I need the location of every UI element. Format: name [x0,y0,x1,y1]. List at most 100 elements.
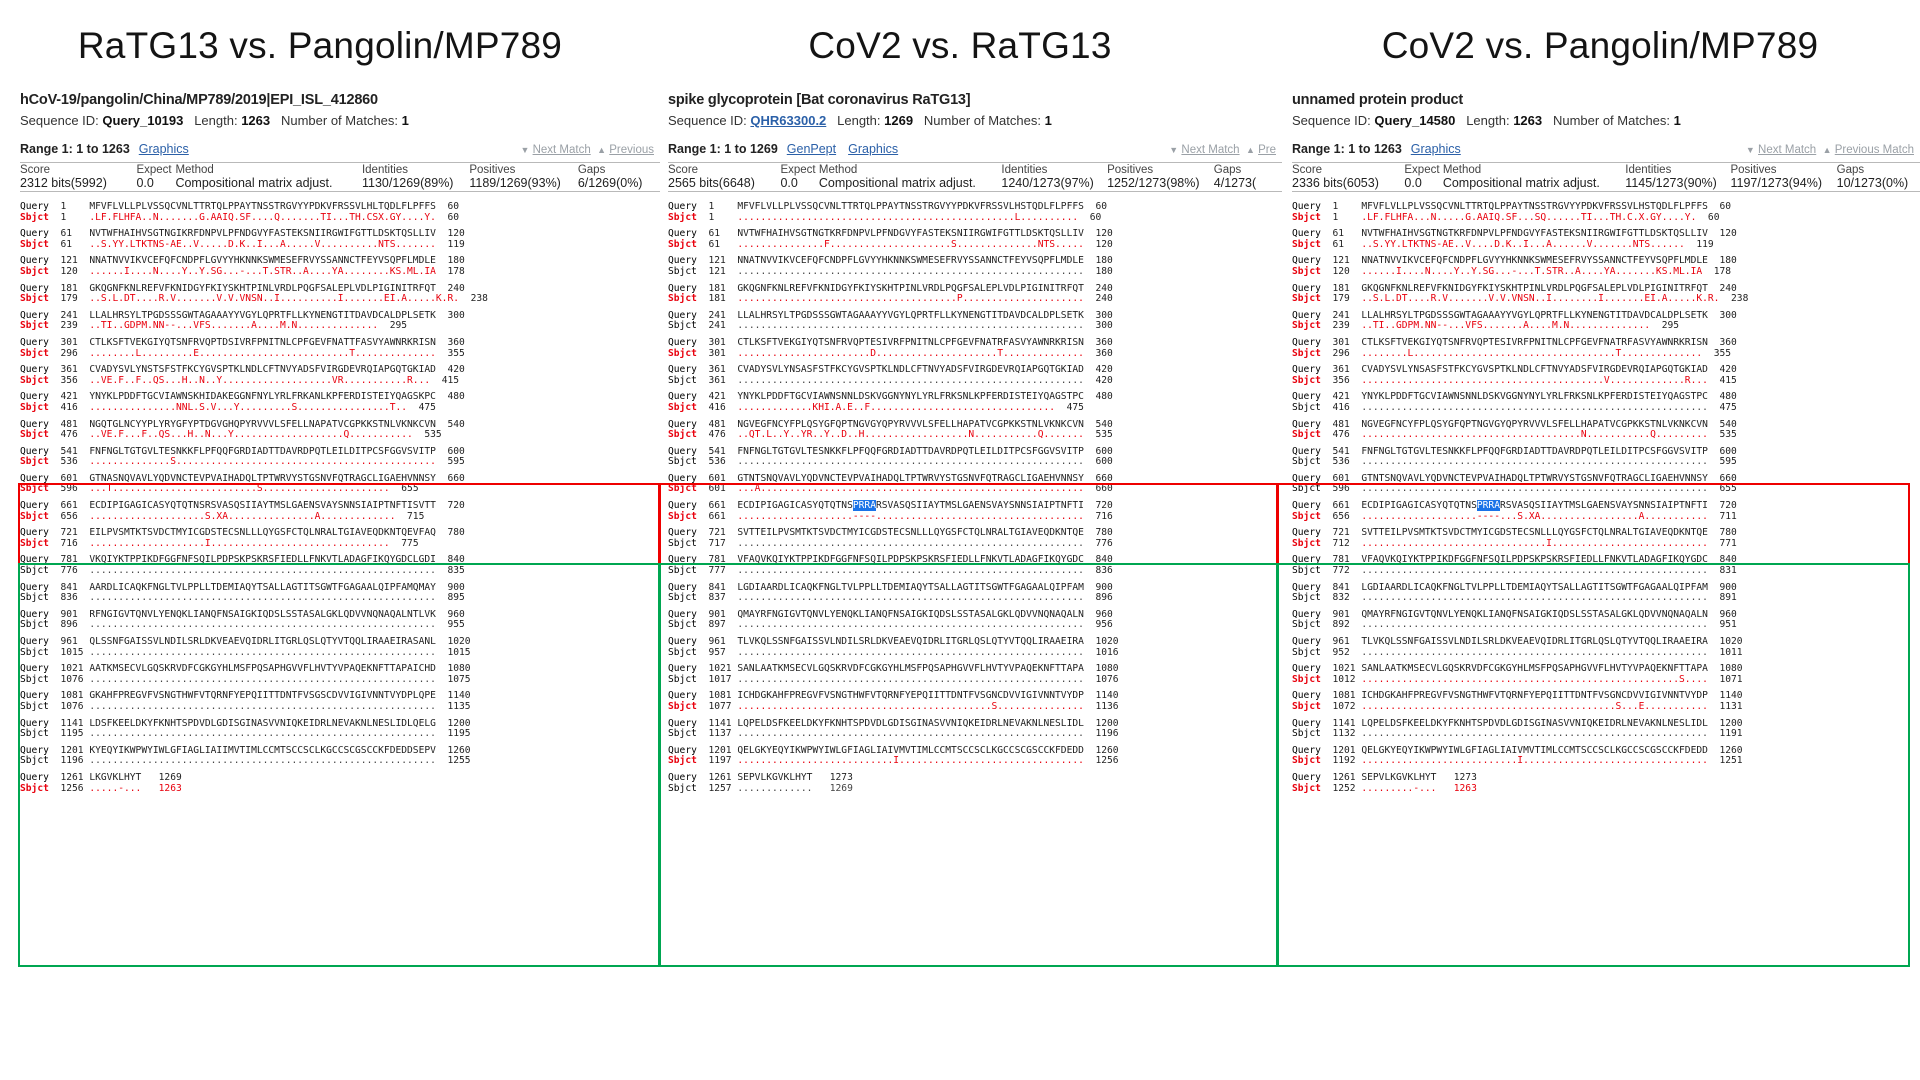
subject-line: Sbjct 1195 .............................… [20,728,660,740]
alignment-row: Query 121 NNATNVVIKVCEFQFCNDPFLGVYYHKNNK… [668,256,1282,277]
subject-line: Sbjct 1192 ...........................I.… [1292,756,1920,767]
subject-label: Sbjct [20,238,49,250]
query-end: 360 [1095,336,1113,348]
subject-end: 600 [1095,456,1113,468]
query-line: Query 481 NGQTGLNCYYPLYRYGFYPTDGVGHQPYRV… [20,419,660,431]
graphics-link[interactable]: Graphics [848,142,899,156]
subject-start: 892 [1332,619,1362,631]
query-start: 541 [1332,445,1362,457]
stats-value-method: Compositional matrix adjust. [1442,176,1626,192]
query-sequence: QMAYRFNGIGVTQNVLYENQKLIANQFNSAIGKIQDSLSS… [737,608,1084,620]
subject-start: 1192 [1332,755,1362,767]
subject-start: 1076 [60,700,90,712]
subject-start: 661 [708,510,738,522]
stats-value-positives: 1189/1269(93%) [469,176,578,192]
query-end: 120 [447,228,465,240]
subject-sequence: ........................................… [89,700,436,712]
subject-label: Sbjct [1292,401,1321,413]
query-label: Query [1292,336,1321,348]
subject-line: Sbjct 536 ..............S...............… [20,456,660,468]
alignment-row: Query 601 GTNTSNQVAVLYQDVNCTEVPVAIHADQLT… [1292,473,1920,495]
query-start: 781 [60,554,90,566]
subject-line: Sbjct 296 ........L.....................… [1292,347,1920,360]
query-start: 1081 [1332,690,1362,702]
alignment-row: Query 1201 QELGKYEQYIKWPWYIWLGFIAGLIAIVM… [668,745,1282,767]
subject-start: 712 [1332,537,1362,549]
subject-label: Sbjct [20,592,49,604]
subject-sequence: ........L...............................… [1361,347,1703,359]
next-match-link[interactable]: Next Match [1181,144,1240,156]
query-label: Query [1292,228,1321,240]
sequence-id-label: Sequence ID: [1292,113,1371,128]
query-sequence: VFAQVKQIYKTPPIKDFGGFNFSQILPDPSKPSKRSFIED… [737,554,1084,566]
query-end: 180 [1095,255,1113,267]
query-start: 1 [708,201,738,212]
subject-line: Sbjct 61 ...............F...............… [668,238,1282,251]
subject-sequence: ..VE.F...F..QS...H..N...Y...............… [89,429,413,441]
graphics-link[interactable]: Graphics [1410,142,1461,156]
subject-label: Sbjct [20,483,49,495]
query-label: Query [20,608,49,620]
subject-label: Sbjct [1292,293,1321,305]
panel-title-2: CoV2 vs. RaTG13 [808,25,1112,66]
subject-start: 717 [708,537,738,549]
subject-sequence: ........................................… [1361,673,1708,685]
alignment-row: Query 421 YNYKLPDDFTGCVIAWNSKHIDAKEGGNFN… [20,392,660,413]
query-start: 1261 [708,771,738,783]
matches-label: Number of Matches: [280,113,399,128]
subject-label: Sbjct [1292,238,1321,250]
query-sequence: CVADYSVLYNSASFSTFKCYGVSPTKLNDLCFTNVYADSF… [1361,364,1708,376]
subject-start: 772 [1332,565,1362,577]
subject-end: 1191 [1719,728,1743,740]
query-sequence: VFAQVKQIYKTPPIKDFGGFNFSQILPDPSKPSKRSFIED… [1361,554,1708,566]
subject-label: Sbjct [20,320,49,332]
subject-start: 1077 [708,700,738,712]
query-end: 960 [1719,608,1737,620]
sequence-id-value: Query_10193 [102,113,184,128]
query-start: 661 [1332,500,1362,512]
previous-match-link[interactable]: Pre [1258,144,1276,156]
sequence-id-value: Query_14580 [1374,113,1456,128]
next-match-link[interactable]: Next Match [1758,144,1817,156]
subject-end: 120 [1095,238,1113,250]
query-label: Query [20,228,49,240]
subject-label: Sbjct [20,782,49,794]
query-end: 900 [447,581,465,593]
subject-start: 361 [708,374,738,386]
panels-row: hCoV-19/pangolin/China/MP789/2019|EPI_IS… [0,92,1920,1080]
subject-start: 1076 [60,673,90,685]
subject-label: Sbjct [668,619,697,631]
query-end: 1140 [1719,690,1743,702]
subject-sequence: ........................................… [89,592,436,604]
query-line: Query 541 FNFNGLTGTGVLTESNKKFLPFQQFGRDIA… [668,446,1282,458]
query-sequence: ECDIPIGAGICASYQTQTNSPRRARSVASQSIIAYTMSLG… [737,500,1084,512]
query-label: Query [1292,201,1321,212]
subject-sequence: ........................................… [1361,728,1708,740]
subject-end: 1071 [1719,673,1743,685]
subject-sequence: .....-... 1263 [89,782,182,794]
query-start: 1201 [1332,744,1362,756]
query-start: 121 [60,255,90,267]
length-label: Length: [194,113,238,128]
subject-label: Sbjct [668,755,697,767]
match-nav: ▼ Next Match ▲ Previous [520,144,660,156]
next-match-link[interactable]: Next Match [532,144,591,156]
subject-end: 119 [447,238,465,250]
query-label: Query [1292,500,1321,512]
subject-sequence: ........................................… [1361,700,1708,712]
query-line: Query 1 MFVFLVLLPLVSSQCVNLTTRTQLPPAYTNSS… [20,201,660,213]
query-sequence: MFVFLVLLPLVSSQCVNLTTRTQLPPAYTNSSTRGVYYPD… [89,201,436,212]
length-value: 1269 [884,113,914,128]
query-label: Query [1292,771,1321,783]
graphics-link[interactable]: Graphics [138,142,189,156]
previous-match-link[interactable]: Previous Match [1834,144,1914,156]
subject-start: 536 [60,456,90,468]
query-line: Query 781 VFAQVKQIYKTPPIKDFGGFNFSQILPDPS… [1292,555,1920,566]
alignment-row: Query 541 FNFNGLTGTGVLTESNKKFLPFQQFGRDIA… [668,446,1282,468]
alignment-row: Query 901 RFNGIGVTQNVLYENQKLIANQFNSAIGKI… [20,608,660,631]
alignment-row: Query 1141 LQPELDSFKEELDKYFKNHTSPDVDLGDI… [668,718,1282,740]
sequence-id-link[interactable]: QHR63300.2 [750,113,827,128]
genpept-link[interactable]: GenPept [786,142,837,156]
alignment-row: Query 961 TLVKQLSSNFGAISSVLNDILSRLDKVEAE… [668,636,1282,658]
previous-match-link[interactable]: Previous [609,144,654,156]
